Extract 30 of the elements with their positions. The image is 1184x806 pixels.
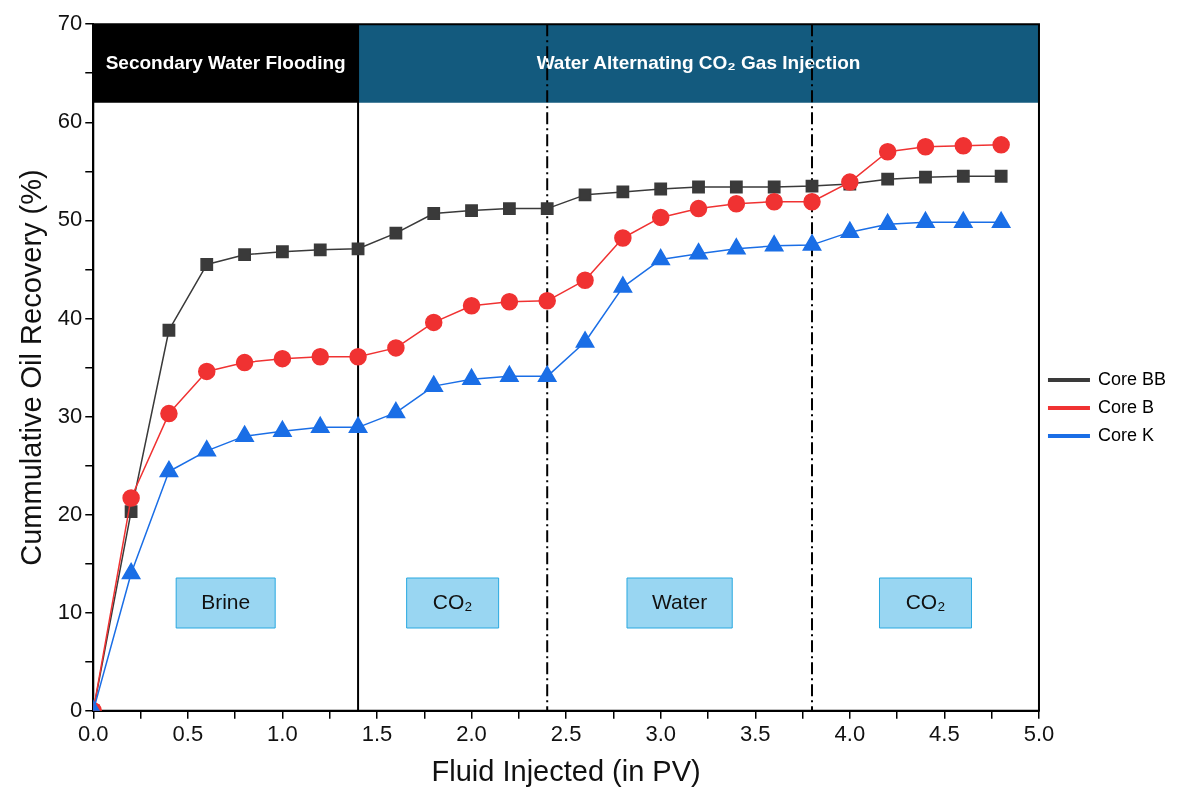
annotation: CO₂ xyxy=(905,589,946,613)
y-tick-label: 50 xyxy=(57,206,83,232)
y-tick-label: 60 xyxy=(57,108,83,134)
y-tick-label: 0 xyxy=(70,696,83,722)
y-tick-label: 40 xyxy=(57,304,83,330)
band-label: Water Alternating CO₂ Gas Injection xyxy=(536,51,861,73)
x-tick-label: 3.5 xyxy=(739,721,771,747)
x-tick-label: 4.5 xyxy=(929,721,960,747)
y-tick-label: 20 xyxy=(57,500,83,526)
x-tick-label: 4.0 xyxy=(834,721,866,747)
y-tick-label: 70 xyxy=(57,10,83,36)
x-axis-title: Fluid Injected (in PV) xyxy=(431,754,701,787)
legend-label: Core BB xyxy=(1097,368,1166,389)
x-tick-label: 5.0 xyxy=(1023,721,1055,747)
legend-label: Core K xyxy=(1097,424,1154,445)
y-axis-title: Cummulative Oil Recovery (%) xyxy=(15,169,48,566)
y-tick-label: 10 xyxy=(57,598,83,624)
x-tick-label: 0.0 xyxy=(77,721,109,747)
x-tick-label: 0.5 xyxy=(172,721,204,747)
y-tick-label: 30 xyxy=(57,402,83,428)
annotation: CO₂ xyxy=(432,589,473,613)
x-tick-label: 3.0 xyxy=(645,721,676,747)
legend-label: Core B xyxy=(1097,396,1154,417)
x-tick-label: 1.0 xyxy=(267,721,298,747)
x-tick-label: 2.5 xyxy=(550,721,582,747)
band-label: Secondary Water Flooding xyxy=(105,51,346,73)
x-tick-label: 1.5 xyxy=(361,721,393,747)
annotation: Water xyxy=(651,589,708,613)
x-tick-label: 2.0 xyxy=(456,721,487,747)
annotation: Brine xyxy=(201,589,251,613)
